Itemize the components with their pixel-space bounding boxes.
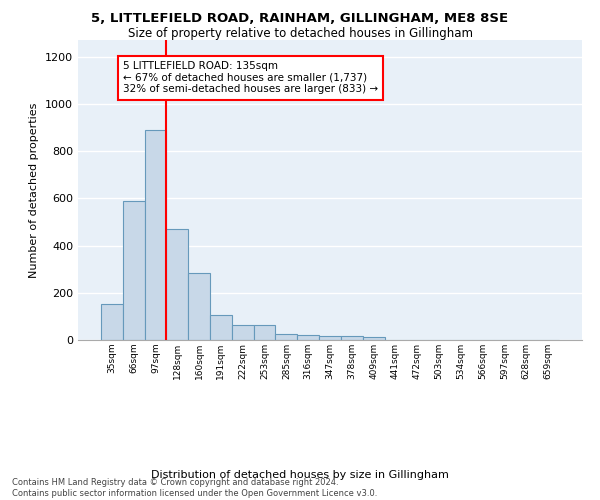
Bar	[363, 337, 385, 340]
Text: Distribution of detached houses by size in Gillingham: Distribution of detached houses by size …	[151, 470, 449, 480]
Bar	[297, 336, 319, 340]
Bar	[145, 130, 166, 340]
Bar	[166, 229, 188, 340]
Bar	[254, 324, 275, 340]
Bar	[341, 336, 363, 340]
Text: 5, LITTLEFIELD ROAD, RAINHAM, GILLINGHAM, ME8 8SE: 5, LITTLEFIELD ROAD, RAINHAM, GILLINGHAM…	[91, 12, 509, 26]
Bar	[101, 304, 123, 340]
Y-axis label: Number of detached properties: Number of detached properties	[29, 102, 40, 278]
Bar	[232, 324, 254, 340]
Bar	[188, 272, 210, 340]
Bar	[275, 334, 297, 340]
Text: Size of property relative to detached houses in Gillingham: Size of property relative to detached ho…	[128, 28, 473, 40]
Bar	[319, 336, 341, 340]
Text: 5 LITTLEFIELD ROAD: 135sqm
← 67% of detached houses are smaller (1,737)
32% of s: 5 LITTLEFIELD ROAD: 135sqm ← 67% of deta…	[123, 62, 378, 94]
Bar	[123, 200, 145, 340]
Bar	[210, 315, 232, 340]
Text: Contains HM Land Registry data © Crown copyright and database right 2024.
Contai: Contains HM Land Registry data © Crown c…	[12, 478, 377, 498]
